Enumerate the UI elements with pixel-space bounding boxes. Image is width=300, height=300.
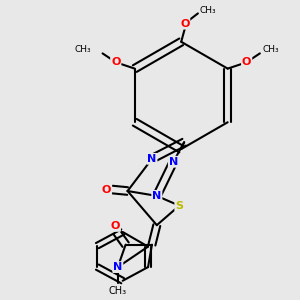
Text: CH₃: CH₃ xyxy=(109,286,127,296)
Text: CH₃: CH₃ xyxy=(200,6,216,15)
Text: O: O xyxy=(111,221,120,231)
Text: O: O xyxy=(180,19,189,29)
Text: O: O xyxy=(102,184,111,195)
Text: O: O xyxy=(242,57,251,67)
Text: N: N xyxy=(169,157,178,167)
Text: CH₃: CH₃ xyxy=(75,45,92,54)
Text: O: O xyxy=(111,57,120,67)
Text: S: S xyxy=(175,201,183,211)
Text: N: N xyxy=(152,191,161,201)
Text: CH₃: CH₃ xyxy=(263,45,279,54)
Text: N: N xyxy=(147,154,157,164)
Text: N: N xyxy=(113,262,122,272)
